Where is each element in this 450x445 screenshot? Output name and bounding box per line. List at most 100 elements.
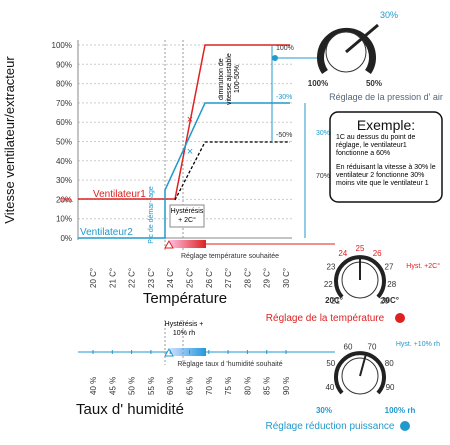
dial-label: 100% rh xyxy=(385,406,416,415)
dial-number: 26 xyxy=(373,249,382,258)
y-tick-label: 60% xyxy=(56,118,72,127)
x-tick-label: 60 % xyxy=(166,377,175,395)
mark-label: -30% xyxy=(276,94,292,101)
setpoint-label: Réglage température souhaitée xyxy=(181,253,279,260)
x-tick-label: 24 C° xyxy=(166,268,175,288)
dial-caption: Réglage réduction puissance xyxy=(266,421,395,432)
link-dot xyxy=(272,55,278,61)
dial-number: 27 xyxy=(385,262,394,271)
dial-label: 30% xyxy=(316,406,332,415)
bracket-label: 30% xyxy=(316,130,330,137)
dial-label: 30C° xyxy=(381,296,399,305)
x-tick-label: 90 % xyxy=(282,377,291,395)
dial-number: 80 xyxy=(385,359,394,368)
cross-marker: × xyxy=(187,146,193,158)
dial-number: 25 xyxy=(356,244,365,253)
dial-number: 21 xyxy=(331,297,340,306)
dial-hyst: Hyst. +2C° xyxy=(406,262,440,270)
humidity-bar xyxy=(170,348,206,356)
reduction-label: diminution de vitesse ajustable 100-50% xyxy=(218,53,241,105)
fan2-curve xyxy=(78,102,290,239)
min-label: min. xyxy=(60,197,73,204)
x-tick-label: 22 C° xyxy=(128,268,137,288)
humidity-hyst-wrap: Hystérésis + 10% rh xyxy=(164,321,204,337)
x-tick-label: 45 % xyxy=(108,377,117,395)
dial-pointer xyxy=(359,353,367,377)
dial-number: 50 xyxy=(326,359,335,368)
y-tick-label: 80% xyxy=(56,80,72,89)
dial-caption: Réglage de la pression d' air xyxy=(329,92,443,102)
humidity-setpoint-label: Réglage taux d 'humidité souhaité xyxy=(177,361,282,368)
x-tick-label: 23 C° xyxy=(147,268,156,288)
dial-arc xyxy=(334,255,386,299)
fan1-curve xyxy=(78,44,290,200)
example-text2: En réduisant la vitesse à 30% le ventila… xyxy=(336,164,436,187)
dial-label: 30% xyxy=(380,10,398,20)
example-title: Exemple: xyxy=(357,117,415,133)
dial-number: 23 xyxy=(327,262,336,271)
reduced-curve xyxy=(174,141,290,201)
mark-label: -50% xyxy=(276,132,292,139)
humidity-hyst-label: Hystérésis + 10% rh xyxy=(164,321,204,337)
caption-dot xyxy=(400,421,410,431)
dial-number: 70 xyxy=(368,342,377,351)
y-tick-label: 70% xyxy=(56,99,72,108)
caption-dot xyxy=(395,313,405,323)
dial-number: 24 xyxy=(338,249,347,258)
y-tick-label: 20% xyxy=(56,195,72,204)
dial-caption: Réglage de la température xyxy=(266,313,385,324)
mark-label: 100% xyxy=(276,45,294,52)
x-tick-label: 28 C° xyxy=(243,268,252,288)
x-tick-label: 75 % xyxy=(224,377,233,395)
x-tick-label: 26 C° xyxy=(205,268,214,288)
hysteresis-label: Hystérésis + 2C° xyxy=(170,208,204,224)
example-wrap: 1C au dessus du point de réglage, le ven… xyxy=(336,134,438,188)
hysteresis-box xyxy=(169,204,205,228)
y-tick-label: 10% xyxy=(56,215,72,224)
x-tick-label: 70 % xyxy=(205,377,214,395)
x-tick-label: 25 C° xyxy=(186,268,195,288)
x-tick-label: 80 % xyxy=(243,377,252,395)
example-text: 1C au dessus du point de réglage, le ven… xyxy=(336,134,438,188)
y-tick-label: 40% xyxy=(56,157,72,166)
dial-pointer xyxy=(345,23,379,54)
x-tick-label: 40 % xyxy=(89,377,98,395)
dial-label: 50% xyxy=(366,79,382,88)
hysteresis-wrap: Hystérésis + 2C° xyxy=(170,208,204,224)
reduction-wrap: diminution de vitesse ajustable 100-50% xyxy=(218,53,241,105)
x-tick-label: 65 % xyxy=(186,377,195,395)
startup-label: Pic de démar-rage xyxy=(148,186,155,244)
y-tick-label: 50% xyxy=(56,138,72,147)
cross-marker: × xyxy=(187,114,193,126)
setpoint-marker xyxy=(164,239,174,249)
dial-numbers: 40 50 60 70 80 90 xyxy=(325,342,395,392)
x-tick-label: 20 C° xyxy=(89,268,98,288)
dial-label: 100% xyxy=(308,79,328,88)
x-tick-label: 50 % xyxy=(128,377,137,395)
dial-label: 20C° xyxy=(325,296,343,305)
dial-arc xyxy=(334,351,386,395)
humidity-title: Taux d' humidité xyxy=(76,401,184,418)
y-tick-label: 0% xyxy=(60,234,72,243)
dial-arc xyxy=(317,27,376,74)
example-box xyxy=(329,111,443,203)
example-text1: 1C au dessus du point de réglage, le ven… xyxy=(336,134,416,157)
x-tick-label: 21 C° xyxy=(108,268,117,288)
dial-number: 29 xyxy=(380,297,389,306)
x-tick-label: 29 C° xyxy=(263,268,272,288)
bracket-label: 70% xyxy=(316,173,330,180)
fan1-label: Ventilateur1 xyxy=(93,189,146,200)
dial-number: 90 xyxy=(386,383,395,392)
humidity-marker xyxy=(164,347,174,357)
dial-number: 28 xyxy=(387,280,396,289)
y-tick-label: 90% xyxy=(56,60,72,69)
x-tick-label: 85 % xyxy=(263,377,272,395)
x-tick-label: 27 C° xyxy=(224,268,233,288)
fan2-label: Ventilateur2 xyxy=(80,227,133,238)
y-tick-label: 30% xyxy=(56,176,72,185)
dial-hyst: Hyst. +10% rh xyxy=(396,341,440,348)
x-tick-label: 55 % xyxy=(147,377,156,395)
dial-number: 40 xyxy=(325,383,334,392)
